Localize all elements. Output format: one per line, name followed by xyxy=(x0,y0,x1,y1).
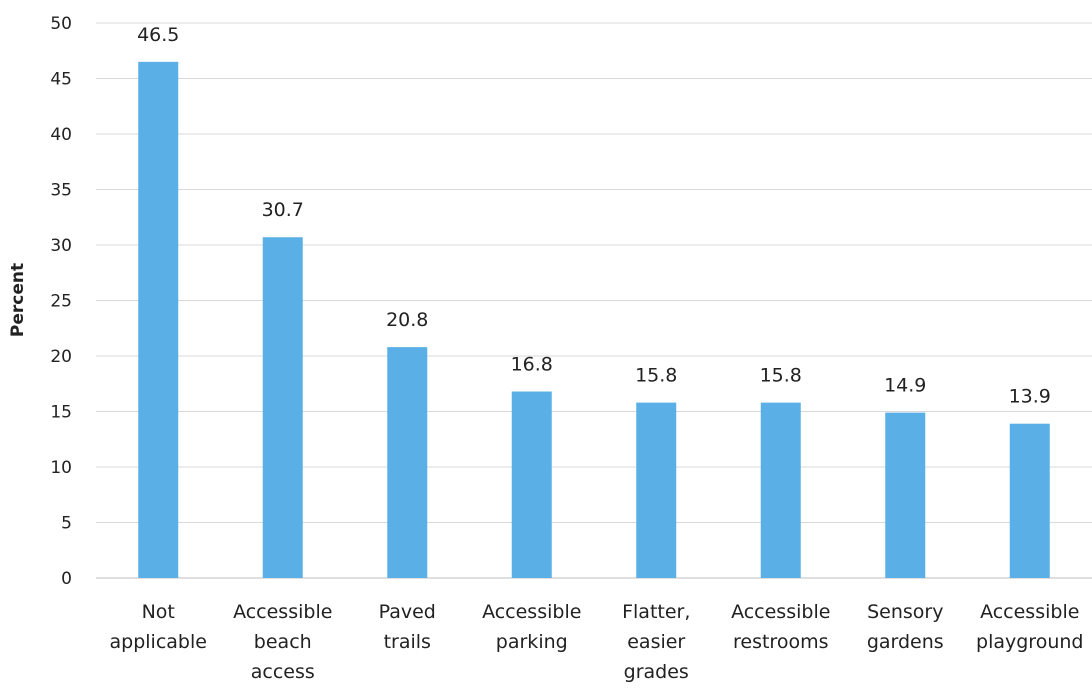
y-tick-label-30: 30 xyxy=(50,236,72,256)
data-label-1: 30.7 xyxy=(262,199,304,221)
data-label-7: 13.9 xyxy=(1009,386,1051,408)
category-label-7-line-1: playground xyxy=(976,631,1083,653)
category-label-7: Accessible playground xyxy=(976,601,1083,653)
y-tick-label-10: 10 xyxy=(50,458,72,478)
data-label-3: 16.8 xyxy=(511,354,553,376)
data-label-0: 46.5 xyxy=(137,24,179,46)
category-label-0: Not applicable xyxy=(110,601,207,653)
category-label-1: Accessible beach access xyxy=(233,601,332,683)
category-label-6: Sensory gardens xyxy=(867,601,944,653)
y-tick-label-5: 5 xyxy=(61,514,72,534)
category-label-0-line-0: Not xyxy=(142,601,175,623)
y-tick-label-40: 40 xyxy=(50,125,72,145)
category-label-4: Flatter, easier grades xyxy=(622,601,690,683)
category-label-7-line-0: Accessible xyxy=(980,601,1079,623)
category-label-6-line-1: gardens xyxy=(867,631,944,653)
bar-1 xyxy=(262,237,303,579)
y-tick-label-45: 45 xyxy=(50,70,72,90)
category-label-5-line-1: restrooms xyxy=(733,631,828,653)
category-label-4-line-2: grades xyxy=(624,661,689,683)
x-axis-categories: Not applicable Accessible beach access Paved t… xyxy=(110,601,1084,683)
bar-2 xyxy=(387,347,428,578)
bar-4 xyxy=(636,402,677,578)
category-label-5: Accessible restrooms xyxy=(731,601,830,653)
y-tick-label-20: 20 xyxy=(50,347,72,367)
category-label-1-line-0: Accessible xyxy=(233,601,332,623)
bars xyxy=(138,61,1050,579)
category-label-2-line-1: trails xyxy=(384,631,431,653)
bar-0 xyxy=(138,61,179,579)
category-label-4-line-1: easier xyxy=(627,631,685,653)
category-label-1-line-2: access xyxy=(251,661,315,683)
data-label-4: 15.8 xyxy=(635,365,677,387)
data-label-6: 14.9 xyxy=(884,375,926,397)
category-label-0-line-1: applicable xyxy=(110,631,207,653)
bar-5 xyxy=(760,402,801,578)
category-label-3-line-1: parking xyxy=(496,631,568,653)
bar-6 xyxy=(885,412,926,578)
y-axis-ticks: 0 5 10 15 20 25 30 35 40 45 50 xyxy=(50,14,72,589)
data-labels: 46.5 30.7 20.8 16.8 15.8 15.8 14.9 13.9 xyxy=(137,24,1051,408)
y-tick-label-35: 35 xyxy=(50,181,72,201)
y-tick-label-15: 15 xyxy=(50,403,72,423)
category-label-3-line-0: Accessible xyxy=(482,601,581,623)
y-tick-label-25: 25 xyxy=(50,292,72,312)
gridlines xyxy=(96,22,1092,579)
category-label-6-line-0: Sensory xyxy=(867,601,943,623)
category-label-1-line-1: beach xyxy=(254,631,312,653)
category-label-2-line-0: Paved xyxy=(379,601,436,623)
y-axis-title: Percent xyxy=(8,263,28,337)
category-label-2: Paved trails xyxy=(379,601,436,653)
bar-3 xyxy=(511,391,552,578)
y-tick-label-50: 50 xyxy=(50,14,72,34)
category-label-5-line-0: Accessible xyxy=(731,601,830,623)
category-label-3: Accessible parking xyxy=(482,601,581,653)
y-tick-label-0: 0 xyxy=(61,569,72,589)
data-label-5: 15.8 xyxy=(760,365,802,387)
data-label-2: 20.8 xyxy=(386,309,428,331)
category-label-4-line-0: Flatter, xyxy=(622,601,690,623)
bar-7 xyxy=(1009,423,1050,578)
